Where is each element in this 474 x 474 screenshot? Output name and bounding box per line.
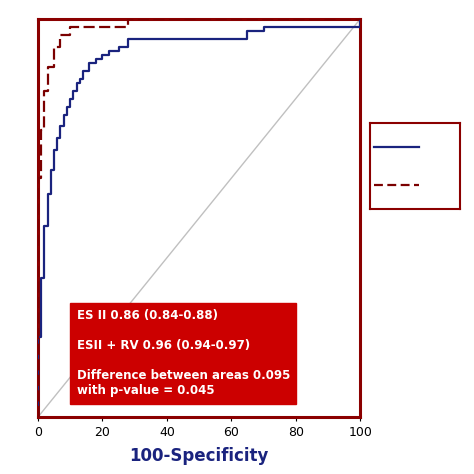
X-axis label: 100-Specificity: 100-Specificity: [129, 447, 269, 465]
Text: ES II 0.86 (0.84-0.88)

ESII + RV 0.96 (0.94-0.97)

Difference between areas 0.0: ES II 0.86 (0.84-0.88) ESII + RV 0.96 (0…: [77, 309, 290, 397]
